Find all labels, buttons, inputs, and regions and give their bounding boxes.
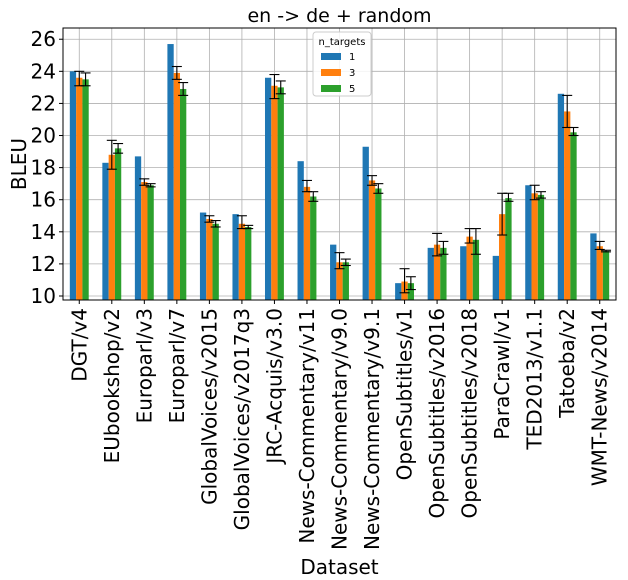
x-tick-label: Tatoeba/v2	[555, 308, 579, 419]
x-tick-label: News-Commentary/v11	[295, 308, 319, 544]
bar-series-5	[180, 88, 187, 301]
bar-series-3	[531, 193, 538, 300]
bar-series-5	[277, 87, 284, 300]
x-tick-label: EUbookshop/v2	[100, 308, 124, 463]
legend-swatch-5	[321, 85, 341, 92]
bar-series-1	[167, 44, 174, 301]
bar-series-1	[297, 161, 304, 300]
y-tick-label: 18	[31, 156, 56, 180]
bar-series-3	[141, 182, 148, 300]
bar-series-5	[472, 239, 480, 300]
bar-series-5	[245, 226, 252, 300]
legend: n_targets 1 3 5	[312, 31, 372, 97]
legend-frame	[312, 31, 372, 97]
bar-series-1	[492, 255, 499, 300]
y-tick-label: 14	[31, 220, 56, 244]
x-tick-label: OpenSubtitles/v2018	[458, 308, 482, 518]
bar-series-5	[602, 251, 610, 300]
y-tick-label: 16	[31, 188, 56, 212]
x-tick-label: OpenSubtitles/v1	[393, 308, 417, 480]
legend-label: 3	[349, 68, 355, 79]
bar-series-1	[395, 283, 402, 300]
y-tick-label: 22	[31, 91, 56, 115]
bar-series-1	[557, 93, 565, 300]
bar-series-5	[310, 196, 317, 300]
bar-series-1	[69, 71, 77, 301]
y-tick-label: 20	[31, 124, 56, 148]
x-tick-label: Europarl/v3	[132, 308, 156, 423]
bar-series-3	[76, 77, 83, 301]
bar-series-1	[330, 244, 337, 300]
x-axis-label: Dataset	[300, 555, 378, 579]
x-tick-label: ParaCrawl/v1	[490, 308, 514, 440]
bar-series-1	[264, 77, 272, 301]
bar-series-3	[206, 218, 213, 300]
x-tick-label: DGT/v4	[67, 308, 91, 382]
bar-series-5	[212, 223, 219, 300]
bar-series-3	[498, 214, 506, 300]
bar-series-3	[271, 85, 278, 300]
bar-series-5	[114, 148, 122, 300]
x-tick-label: News-Commentary/v9.1	[360, 308, 384, 550]
bar-series-3	[173, 72, 181, 300]
legend-label: 5	[349, 84, 355, 95]
x-tick-label: TED2013/v1.1	[523, 308, 547, 451]
bar-series-1	[199, 212, 207, 300]
y-axis-ticks: 10 12 14 16 18 20 22 24 26	[31, 27, 63, 308]
y-tick-label: 24	[31, 59, 56, 83]
bar-series-1	[362, 146, 369, 300]
x-tick-label: WMT-News/v2014	[588, 308, 612, 486]
legend-swatch-1	[321, 53, 341, 60]
bar-series-3	[238, 223, 246, 300]
bar-series-5	[342, 262, 349, 300]
bar-series-5	[375, 188, 382, 300]
bar-series-5	[440, 247, 447, 300]
bar-series-1	[525, 185, 532, 300]
bar-series-3	[368, 180, 376, 300]
bar-series-1	[427, 247, 434, 300]
bar-series-3	[564, 111, 571, 300]
bar-series-3	[108, 154, 115, 300]
bar-series-1	[102, 162, 109, 300]
bar-series-5	[82, 79, 89, 300]
y-tick-label: 12	[31, 252, 56, 276]
x-tick-label: GlobalVoices/v2015	[197, 308, 221, 505]
x-tick-label: Europarl/v7	[165, 308, 189, 423]
y-tick-label: 26	[31, 27, 56, 51]
bar-series-1	[232, 214, 239, 300]
bars-layer	[69, 44, 610, 301]
x-tick-label: OpenSubtitles/v2016	[425, 308, 449, 518]
bar-series-5	[505, 198, 512, 300]
bar-series-5	[147, 185, 154, 300]
bar-series-5	[537, 194, 545, 300]
bar-series-3	[466, 236, 473, 300]
bar-series-1	[134, 156, 142, 300]
bar-series-5	[570, 132, 577, 300]
bar-series-3	[596, 246, 603, 300]
legend-label: 1	[349, 52, 355, 63]
x-tick-label: JRC-Acquis/v3.0	[262, 308, 286, 466]
chart-title: en -> de + random	[247, 5, 431, 27]
error-bars-layer	[74, 65, 612, 294]
x-axis-ticks: DGT/v4 EUbookshop/v2 Europarl/v3 Europarl/v…	[67, 300, 612, 550]
y-axis-label: BLEU	[7, 138, 31, 190]
x-tick-label: News-Commentary/v9.0	[328, 308, 352, 550]
bar-series-3	[433, 244, 441, 300]
bar-series-1	[590, 233, 597, 300]
bar-series-3	[303, 186, 311, 300]
bar-series-5	[407, 283, 415, 300]
legend-swatch-3	[321, 69, 341, 76]
x-tick-label: GlobalVoices/v2017q3	[230, 308, 254, 530]
bar-series-1	[460, 246, 467, 300]
bar-series-3	[336, 262, 343, 300]
y-tick-label: 10	[31, 284, 56, 308]
legend-title: n_targets	[319, 37, 366, 48]
legend-items: 1 3 5	[321, 52, 355, 95]
